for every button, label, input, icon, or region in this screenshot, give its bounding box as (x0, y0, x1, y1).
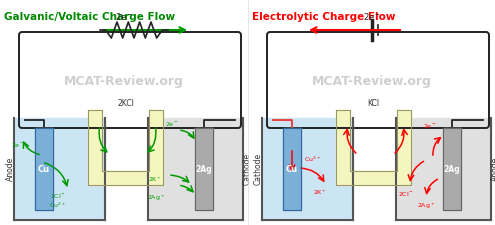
Bar (195, 128, 213, 210)
Text: 2KCl: 2KCl (117, 99, 134, 108)
Text: 2Cl$^-$: 2Cl$^-$ (398, 190, 414, 198)
Text: 2e$^-$: 2e$^-$ (363, 11, 381, 22)
Bar (443, 128, 461, 210)
Bar (396, 118, 491, 220)
Text: Cathode: Cathode (243, 153, 251, 185)
Text: Cu$^{2+}$: Cu$^{2+}$ (50, 201, 67, 210)
Polygon shape (336, 110, 411, 185)
Text: 2K$^+$: 2K$^+$ (313, 188, 327, 197)
Bar (148, 118, 243, 220)
Text: Galvanic/Voltaic Charge Flow: Galvanic/Voltaic Charge Flow (4, 12, 175, 22)
Text: 2Cl$^-$: 2Cl$^-$ (50, 192, 66, 200)
Text: Cu$^{2+}$: Cu$^{2+}$ (304, 155, 321, 164)
Bar (35, 128, 53, 210)
Text: Anode: Anode (491, 157, 495, 181)
Bar (283, 128, 301, 210)
Text: 2Ag$^+$: 2Ag$^+$ (147, 193, 165, 203)
Text: Cu: Cu (286, 164, 298, 173)
Text: Cu: Cu (38, 164, 50, 173)
Text: Electrolytic Charge Flow: Electrolytic Charge Flow (252, 12, 396, 22)
Bar (262, 118, 353, 220)
Text: MCAT-Review.org: MCAT-Review.org (312, 76, 432, 88)
Text: MCAT-Review.org: MCAT-Review.org (64, 76, 184, 88)
Text: 2Ag: 2Ag (196, 164, 212, 173)
Text: Cathode: Cathode (253, 153, 262, 185)
Text: KCl: KCl (367, 99, 380, 108)
Text: 2e$^-$: 2e$^-$ (11, 141, 25, 149)
Bar (14, 118, 105, 220)
Text: 2e$^-$: 2e$^-$ (423, 122, 437, 130)
Text: Anode: Anode (5, 157, 14, 181)
Text: 2e$^-$: 2e$^-$ (115, 11, 133, 22)
Text: 2Ag: 2Ag (444, 164, 460, 173)
Text: 2K$^+$: 2K$^+$ (148, 175, 162, 184)
Text: 2e$^-$: 2e$^-$ (165, 120, 179, 128)
Polygon shape (88, 110, 163, 185)
Text: 2Ag$^+$: 2Ag$^+$ (417, 201, 435, 211)
